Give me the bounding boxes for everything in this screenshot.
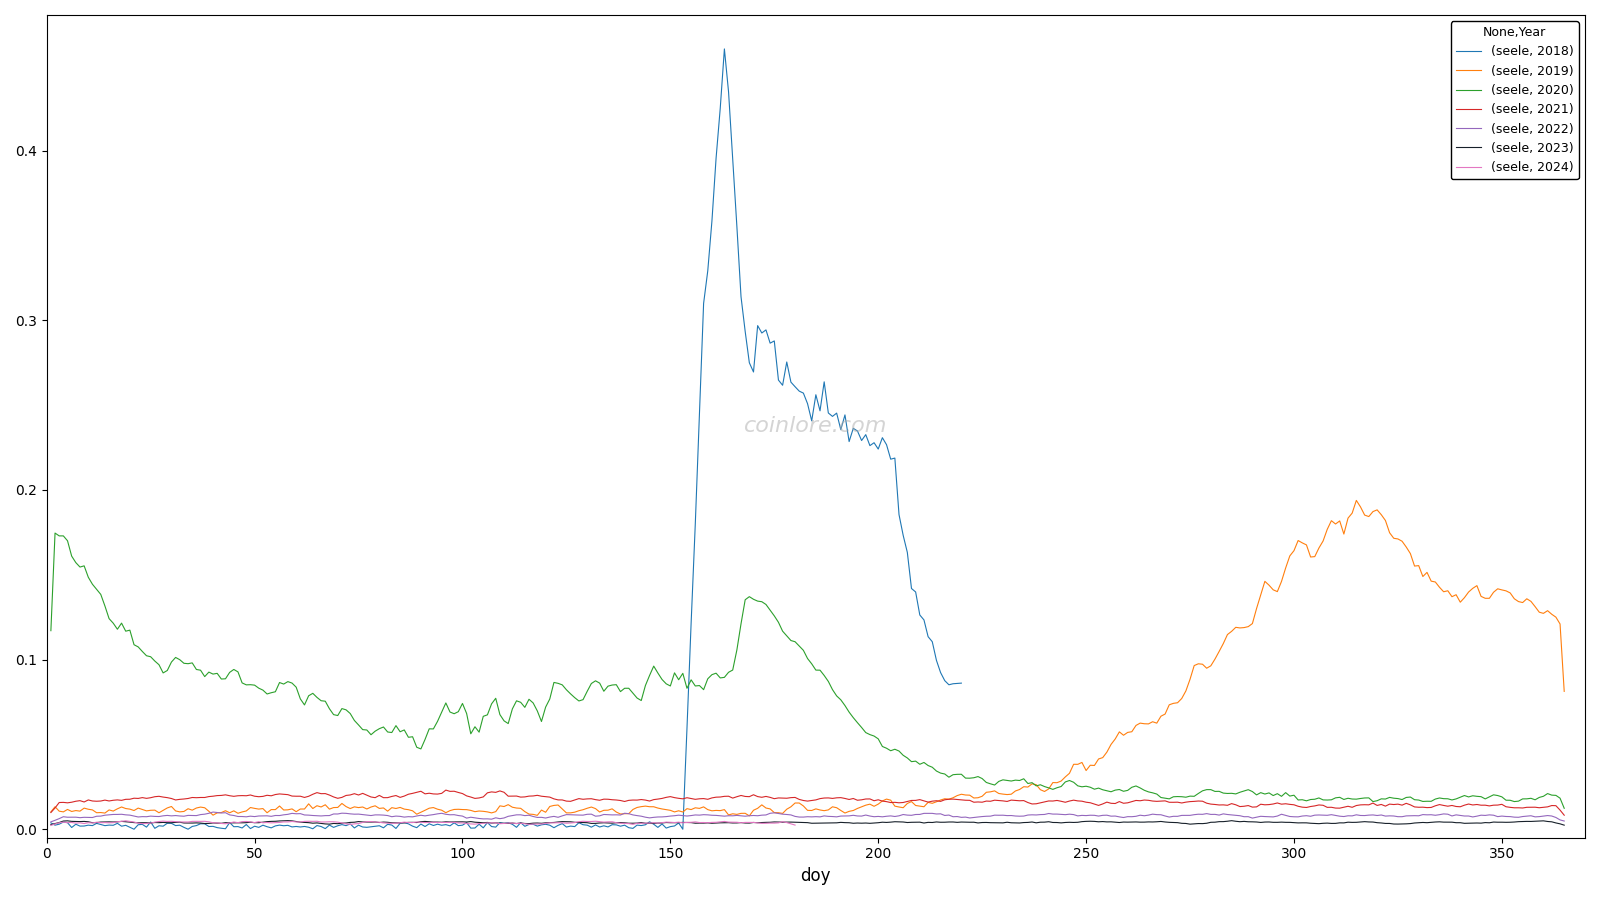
(seele, 2021) [648,794,667,805]
(seele, 2024) [707,817,726,828]
(seele, 2019) [1493,584,1512,595]
(seele, 2020) [461,728,480,739]
(seele, 2023) [365,816,384,827]
(seele, 2022) [1342,811,1362,822]
(seele, 2019) [458,805,477,815]
(seele, 2018) [819,408,838,418]
(seele, 2019) [1342,508,1362,518]
(seele, 2019) [739,811,758,822]
(seele, 2020) [656,679,675,689]
(seele, 2023) [461,816,480,827]
(seele, 2023) [1555,820,1574,831]
(seele, 2020) [648,668,667,679]
(seele, 2020) [365,725,384,736]
Line: (seele, 2018): (seele, 2018) [51,49,962,829]
(seele, 2021) [42,807,61,818]
(seele, 2024) [133,818,152,829]
(seele, 2018) [531,819,550,830]
(seele, 2019) [42,806,61,817]
(seele, 2018) [125,824,144,834]
(seele, 2018) [312,821,331,832]
(seele, 2018) [864,437,883,448]
(seele, 2018) [42,817,61,828]
(seele, 2018) [952,678,971,688]
(seele, 2020) [42,626,61,636]
(seele, 2022) [648,812,667,823]
Legend: (seele, 2018), (seele, 2019), (seele, 2020), (seele, 2021), (seele, 2022), (seel: (seele, 2018), (seele, 2019), (seele, 20… [1451,22,1579,179]
(seele, 2022) [203,806,222,817]
(seele, 2022) [656,811,675,822]
(seele, 2019) [653,804,672,814]
(seele, 2021) [1342,802,1362,813]
X-axis label: doy: doy [800,867,830,885]
(seele, 2024) [786,820,805,831]
(seele, 2019) [1555,686,1574,697]
(seele, 2022) [1488,811,1507,822]
(seele, 2023) [42,819,61,830]
(seele, 2023) [1488,817,1507,828]
(seele, 2024) [54,816,74,827]
(seele, 2019) [362,802,381,813]
(seele, 2023) [648,818,667,829]
(seele, 2022) [42,816,61,827]
(seele, 2022) [1555,815,1574,826]
(seele, 2018) [848,426,867,436]
(seele, 2021) [1555,810,1574,821]
(seele, 2024) [117,815,136,826]
Line: (seele, 2020): (seele, 2020) [51,533,1565,808]
(seele, 2021) [656,792,675,803]
(seele, 2020) [1488,790,1507,801]
(seele, 2021) [461,792,480,803]
(seele, 2020) [1342,794,1362,805]
Line: (seele, 2019): (seele, 2019) [51,500,1565,816]
Line: (seele, 2021): (seele, 2021) [51,790,1565,815]
Line: (seele, 2023): (seele, 2023) [51,821,1565,825]
Line: (seele, 2024): (seele, 2024) [51,821,795,825]
(seele, 2021) [437,785,456,796]
(seele, 2021) [362,792,381,803]
Text: coinlore.com: coinlore.com [744,417,888,436]
(seele, 2020) [45,527,64,538]
(seele, 2019) [645,801,664,812]
(seele, 2018) [294,821,314,832]
(seele, 2024) [328,817,347,828]
(seele, 2022) [461,812,480,823]
(seele, 2018) [715,43,734,54]
(seele, 2023) [1342,817,1362,828]
Line: (seele, 2022): (seele, 2022) [51,812,1565,822]
(seele, 2023) [278,815,298,826]
(seele, 2024) [200,816,219,827]
(seele, 2020) [1555,803,1574,814]
(seele, 2021) [1488,800,1507,811]
(seele, 2024) [765,818,784,829]
(seele, 2019) [1347,495,1366,506]
(seele, 2023) [656,817,675,828]
(seele, 2024) [42,820,61,831]
(seele, 2022) [365,809,384,820]
